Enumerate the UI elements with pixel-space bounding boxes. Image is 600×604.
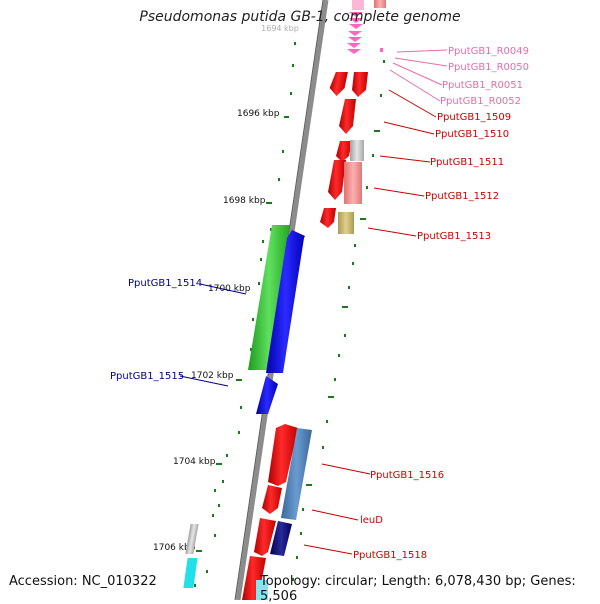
ruler-label: 1702 kbp [191, 371, 234, 381]
ruler-ticks [194, 42, 385, 587]
gene-label-rrna[interactable]: PputGB1_R0051 [442, 80, 523, 91]
gene-label-cds[interactable]: PputGB1_1513 [417, 231, 491, 242]
ruler-label: 1696 kbp [237, 109, 280, 119]
ruler-label: 1700 kbp [208, 284, 251, 294]
ruler-label: 1706 kbp [153, 543, 196, 553]
gene-label-cds[interactable]: PputGB1_1514 [128, 278, 202, 289]
gene-label-rrna[interactable]: PputGB1_R0050 [448, 62, 529, 73]
gene-pair-1514 [248, 225, 305, 414]
leader-lines [179, 49, 448, 555]
gene-label-cds[interactable]: PputGB1_1512 [425, 191, 499, 202]
ruler-label: 1698 kbp [223, 196, 266, 206]
gene-label-cds[interactable]: PputGB1_1515 [110, 371, 184, 382]
gene-label-rrna[interactable]: PputGB1_R0052 [440, 96, 521, 107]
gene-label-cds[interactable]: PputGB1_1518 [353, 550, 427, 561]
ruler-label-partial: 1694 kbp [261, 24, 299, 33]
gene-label-cds[interactable]: leuD [360, 515, 383, 526]
gene-label-rrna[interactable]: PputGB1_R0049 [448, 46, 529, 57]
gene-label-cds[interactable]: PputGB1_1511 [430, 157, 504, 168]
cds-features-lower [183, 424, 312, 600]
gene-label-cds[interactable]: PputGB1_1510 [435, 129, 509, 140]
gene-label-cds[interactable]: PputGB1_1509 [437, 112, 511, 123]
genome-title: Pseudomonas putida GB-1, complete genome [139, 9, 461, 25]
rrna-feature-stack [347, 0, 386, 54]
cds-features-upper [320, 72, 368, 234]
ruler-label: 1704 kbp [173, 457, 216, 467]
accession-text: Accession: NC_010322 [9, 574, 157, 589]
gene-label-cds[interactable]: PputGB1_1516 [370, 470, 444, 481]
